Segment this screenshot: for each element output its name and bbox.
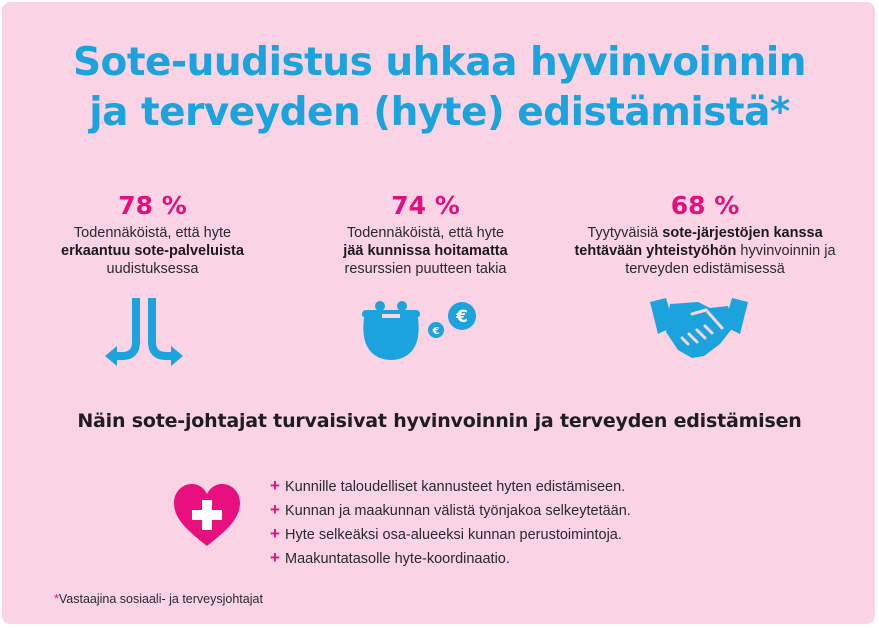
stat-text-bold: erkaantuu sote-palveluista — [61, 243, 244, 259]
stat-percent: 78 % — [118, 191, 187, 220]
footnote: *Vastaajina sosiaali- ja terveysjohtajat — [54, 592, 263, 606]
plus-bullet-icon: + — [270, 524, 280, 543]
title-line-1: Sote-uudistus uhkaa hyvinvoinnin — [72, 40, 807, 85]
stat-text-before: Todennäköistä, että hyte — [346, 225, 505, 241]
list-item: + Hyte selkeäksi osa-alueeksi kunnan peru… — [270, 522, 631, 546]
measures-list: + Kunnille taloudelliset kannusteet hyten… — [270, 474, 631, 570]
stat-percent: 74 % — [391, 191, 460, 220]
diverging-arrows-icon — [105, 298, 183, 366]
stat-hoitamatta: 74 % Todennäköistä, että hyte jää kunnis… — [313, 190, 538, 278]
stat-text-bold: sote-järjestöjen kanssa tehtävään yhteis… — [574, 225, 823, 259]
list-item-text: Maakuntatasolle hyte-koordinaatio. — [285, 551, 510, 567]
stat-text-after: resurssien puutteen takia — [344, 261, 507, 277]
measures-heading: Näin sote-johtajat turvaisivat hyvinvoin… — [77, 410, 802, 432]
stat-text-after: hyvinvoinnin ja terveyden edistämisessä — [625, 243, 836, 277]
svg-text:€: € — [455, 307, 468, 327]
plus-bullet-icon: + — [270, 476, 280, 495]
heart-plus-icon — [174, 484, 240, 546]
list-item-text: Kunnille taloudelliset kannusteet hyten … — [285, 479, 626, 495]
stat-text-bold: jää kunnissa hoitamatta — [343, 243, 508, 259]
title-line-2: ja terveyden (hyte) edistämistä* — [89, 90, 790, 135]
footnote-star: * — [54, 592, 59, 606]
list-item-text: Hyte selkeäksi osa-alueeksi kunnan perus… — [285, 527, 622, 543]
handshake-icon — [650, 298, 748, 358]
stat-erkaantuu: 78 % Todennäköistä, että hyte erkaantuu … — [40, 190, 265, 278]
coin-purse-icon: € € — [362, 301, 476, 360]
list-item-text: Kunnan ja maakunnan välistä työnjakoa se… — [285, 503, 631, 519]
stat-text-before: Todennäköistä, että hyte — [73, 225, 232, 241]
stat-text-before: Tyytyväisiä — [587, 225, 659, 241]
plus-bullet-icon: + — [270, 500, 280, 519]
plus-bullet-icon: + — [270, 548, 280, 567]
infographic-title: Sote-uudistus uhkaa hyvinvoinnin ja terv… — [0, 38, 879, 138]
list-item: + Kunnan ja maakunnan välistä työnjakoa s… — [270, 498, 631, 522]
svg-text:€: € — [432, 326, 440, 337]
stat-text-after: uudistuksessa — [106, 261, 199, 277]
list-item: + Maakuntatasolle hyte-koordinaatio. — [270, 546, 631, 570]
stat-tyytyvaisia: 68 % Tyytyväisiä sote-järjestöjen kanssa… — [560, 190, 850, 278]
list-item: + Kunnille taloudelliset kannusteet hyten… — [270, 474, 631, 498]
footnote-text: Vastaajina sosiaali- ja terveysjohtajat — [58, 592, 263, 606]
stat-percent: 68 % — [670, 191, 740, 220]
